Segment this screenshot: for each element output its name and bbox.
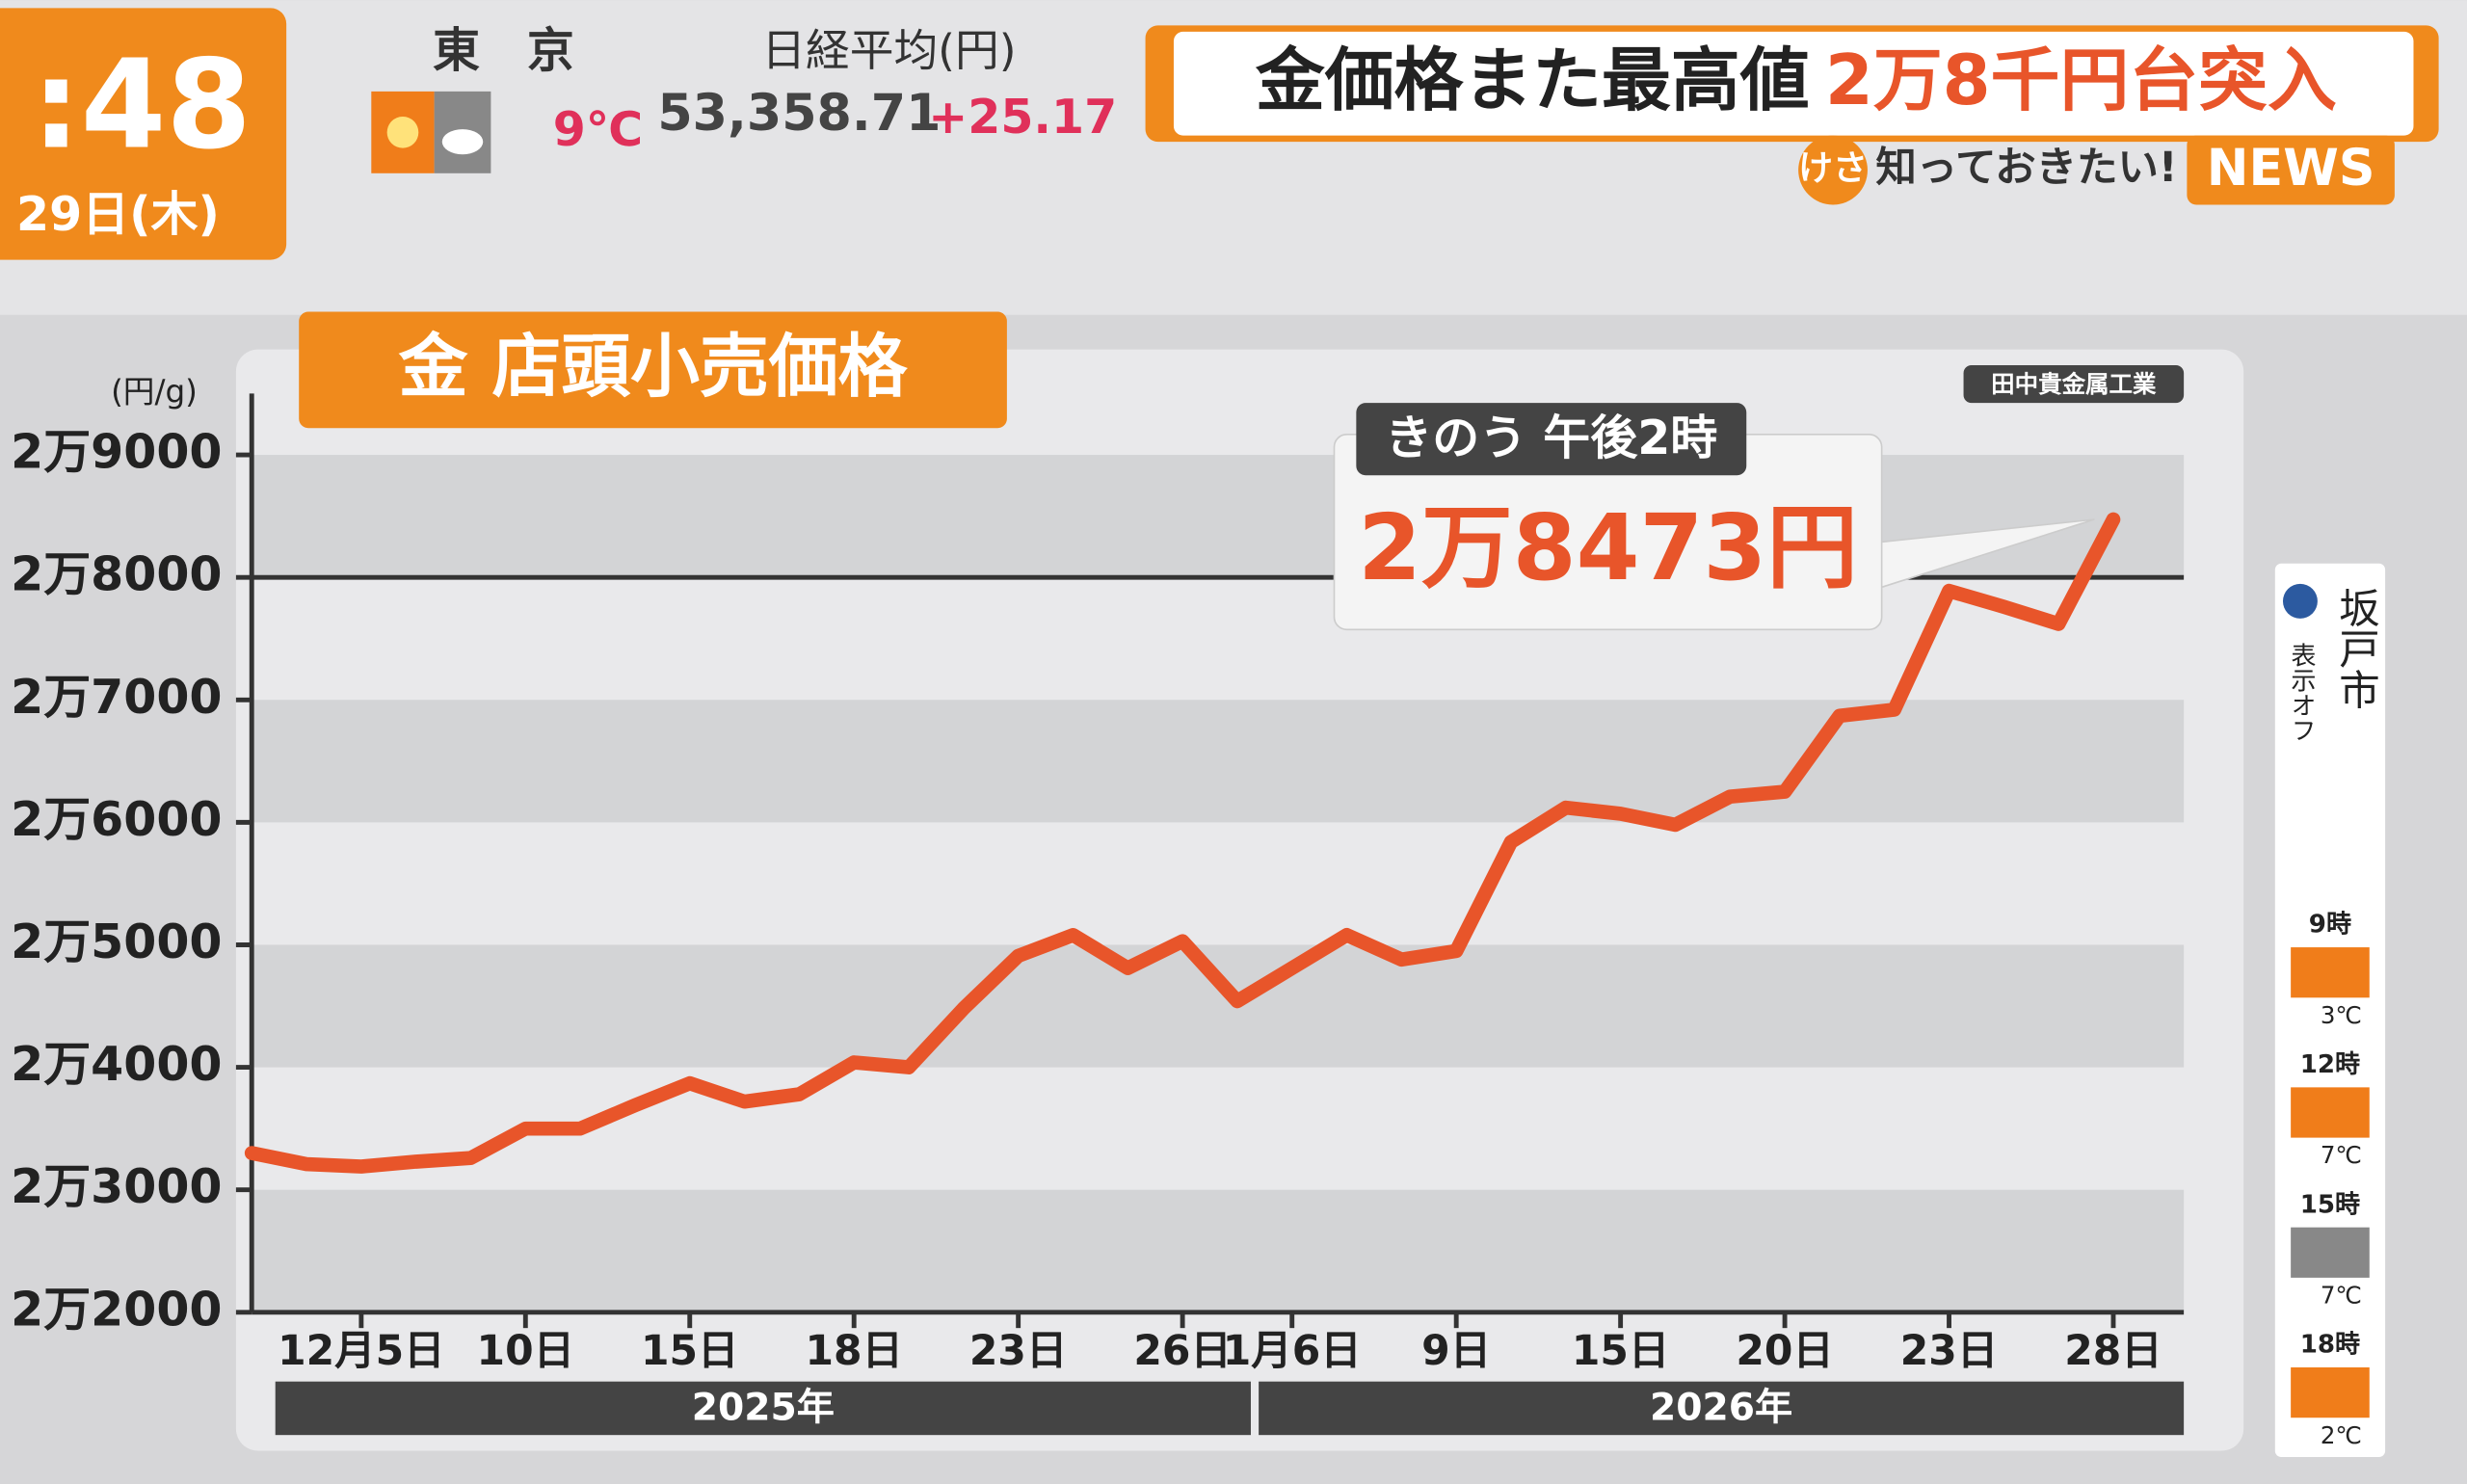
source: 田中貴金属工業 xyxy=(1991,370,2157,398)
y-tick-label: 2万9000 xyxy=(11,425,222,480)
weather-location: 坂戸市 xyxy=(2332,587,2379,709)
annotation: きのう 午後2時 xyxy=(1385,411,1717,465)
slot-time: 12時 xyxy=(2300,1050,2360,1079)
y-tick-label: 2万2000 xyxy=(11,1282,222,1337)
slot-time: 9時 xyxy=(2309,911,2351,940)
x-tick-label: 1月6日 xyxy=(1223,1328,1362,1375)
slot-icon xyxy=(2291,1366,2370,1418)
x-tick-label: 26日 xyxy=(1133,1328,1232,1375)
x-tick-label: 23日 xyxy=(1900,1328,1999,1375)
annotation-box xyxy=(1356,403,1747,476)
clock: :48 xyxy=(32,34,252,176)
weather-toggle: 表示オフ xyxy=(2286,642,2316,742)
y-tick-label: 2万3000 xyxy=(11,1159,222,1214)
slot-time: 15時 xyxy=(2300,1190,2360,1219)
x-group-label: 2026年 xyxy=(1650,1387,1792,1430)
x-tick-label: 12月5日 xyxy=(278,1328,444,1375)
news-box xyxy=(2187,135,2395,205)
band xyxy=(252,1189,2185,1312)
slot-time: 18時 xyxy=(2300,1331,2360,1360)
slot-icon xyxy=(2291,1087,2370,1138)
value-label: 2万8473円 xyxy=(1358,495,1858,601)
x-tick-label: 15日 xyxy=(641,1328,739,1375)
y-tick-label: 2万4000 xyxy=(11,1037,222,1092)
index-value: 53,358.71 xyxy=(657,85,941,143)
title-box xyxy=(299,311,1007,429)
y-tick-label: 2万6000 xyxy=(11,792,222,847)
index-change: +25.17 xyxy=(928,90,1117,145)
headline-lead: 金価格また最高値 xyxy=(1255,40,1810,120)
band xyxy=(252,700,2185,823)
source-box xyxy=(1963,364,2185,404)
x-group-label: 2025年 xyxy=(692,1387,835,1430)
y-tick-label: 2万5000 xyxy=(11,914,222,969)
x-tick-label: 9日 xyxy=(1421,1328,1491,1375)
x-group-bar xyxy=(275,1381,1251,1436)
date: 29日(木) xyxy=(16,187,220,242)
sun xyxy=(386,117,419,148)
slot-temp: 3℃ xyxy=(2321,1001,2362,1029)
band xyxy=(252,944,2185,1068)
x-tick-label: 15日 xyxy=(1572,1328,1670,1375)
x-tick-label: 18日 xyxy=(805,1328,903,1375)
temperature: 9℃ xyxy=(553,102,643,157)
slot-temp: 2℃ xyxy=(2321,1421,2362,1449)
x-group-bar xyxy=(1259,1381,2185,1436)
weather-slots: 9時 3℃ 12時 7℃ 15時 7℃ 18時 2℃ xyxy=(2291,911,2370,1449)
slot-temp: 7℃ xyxy=(2321,1141,2362,1169)
x-tick-label: 28日 xyxy=(2064,1328,2162,1375)
city: 東 京 xyxy=(433,23,574,78)
slot-icon xyxy=(2291,947,2370,998)
chart-title: 金 店頭小売価格 xyxy=(398,326,909,407)
weather-icon xyxy=(2282,583,2318,619)
x-tick-label: 10日 xyxy=(477,1328,574,1375)
program-badge: けさ xyxy=(1798,149,1868,189)
slot-temp: 7℃ xyxy=(2321,1282,2362,1310)
slot-icon xyxy=(2291,1227,2370,1278)
program-name: 知っておきたい! xyxy=(1875,145,2177,192)
price-line xyxy=(244,512,2121,1174)
cloud xyxy=(441,129,484,155)
x-tick-label: 23日 xyxy=(969,1328,1068,1375)
headline-box xyxy=(1173,31,2414,136)
y-tick-label: 2万7000 xyxy=(11,670,222,725)
headline-highlight: 2万8千円台突入 xyxy=(1825,40,2337,120)
plot: 2万2000 2万3000 2万4000 2万5000 2万6000 2万7000 2万80… xyxy=(11,393,2185,1436)
y-tick-label: 2万8000 xyxy=(11,547,222,602)
y-axis-label: (円/g) xyxy=(111,373,198,410)
x-tick-label: 20日 xyxy=(1736,1328,1834,1375)
badge xyxy=(1798,135,1868,205)
program-news: NEWS xyxy=(2207,140,2375,198)
index-name: 日経平均(円) xyxy=(761,25,1016,76)
clock-box xyxy=(0,8,287,260)
